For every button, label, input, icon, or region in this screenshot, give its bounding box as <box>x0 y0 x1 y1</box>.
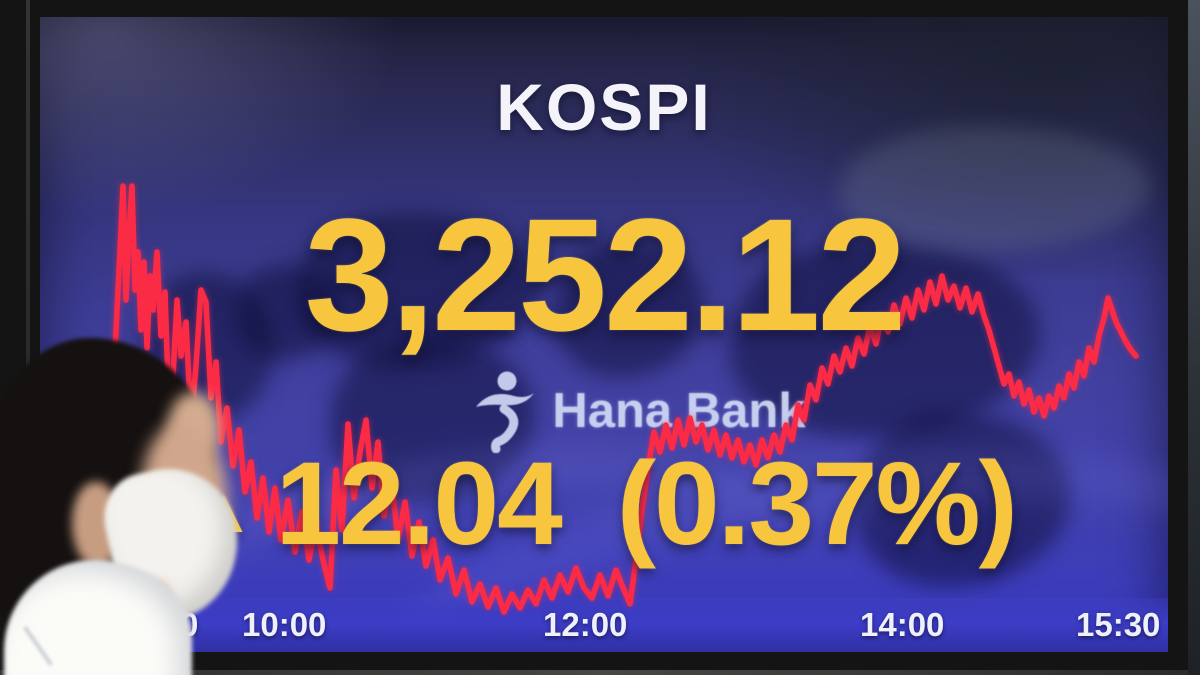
map-asia-silhouette <box>555 242 705 377</box>
map-south-america-silhouette <box>855 412 1070 587</box>
time-label-1400: 14:00 <box>860 606 945 643</box>
bezel-bottom-edge <box>0 670 1200 675</box>
index-change-row: ▲ 12.04 (0.37%) <box>40 445 1168 563</box>
map-greenland-silhouette <box>840 127 1150 252</box>
map-north-america-silhouette <box>730 242 1040 437</box>
time-label-1200: 12:00 <box>543 606 628 643</box>
screen-sheen <box>40 17 400 217</box>
board-title: KOSPI <box>496 70 712 144</box>
hana-bank-logo-icon <box>476 371 535 453</box>
index-value: 3,252.12 <box>304 185 907 364</box>
screen-shade <box>688 17 1168 277</box>
bezel-left-edge <box>26 0 30 675</box>
up-triangle-icon: ▲ <box>192 474 256 546</box>
time-label-1000: 10:00 <box>242 606 327 643</box>
time-label-1530: 15:30 <box>1076 606 1161 643</box>
intraday-chart <box>109 183 1139 615</box>
change-value: 12.04 <box>275 438 562 570</box>
time-label-0900: 09:00 <box>114 606 199 643</box>
bezel-right-edge <box>1188 0 1200 675</box>
kospi-chart-line <box>109 183 1139 615</box>
display-screen: Hana Bank KOSPI 3,252.12 ▲ 12.04 (0.37%)… <box>40 17 1168 652</box>
change-percent: (0.37%) <box>616 438 1018 570</box>
